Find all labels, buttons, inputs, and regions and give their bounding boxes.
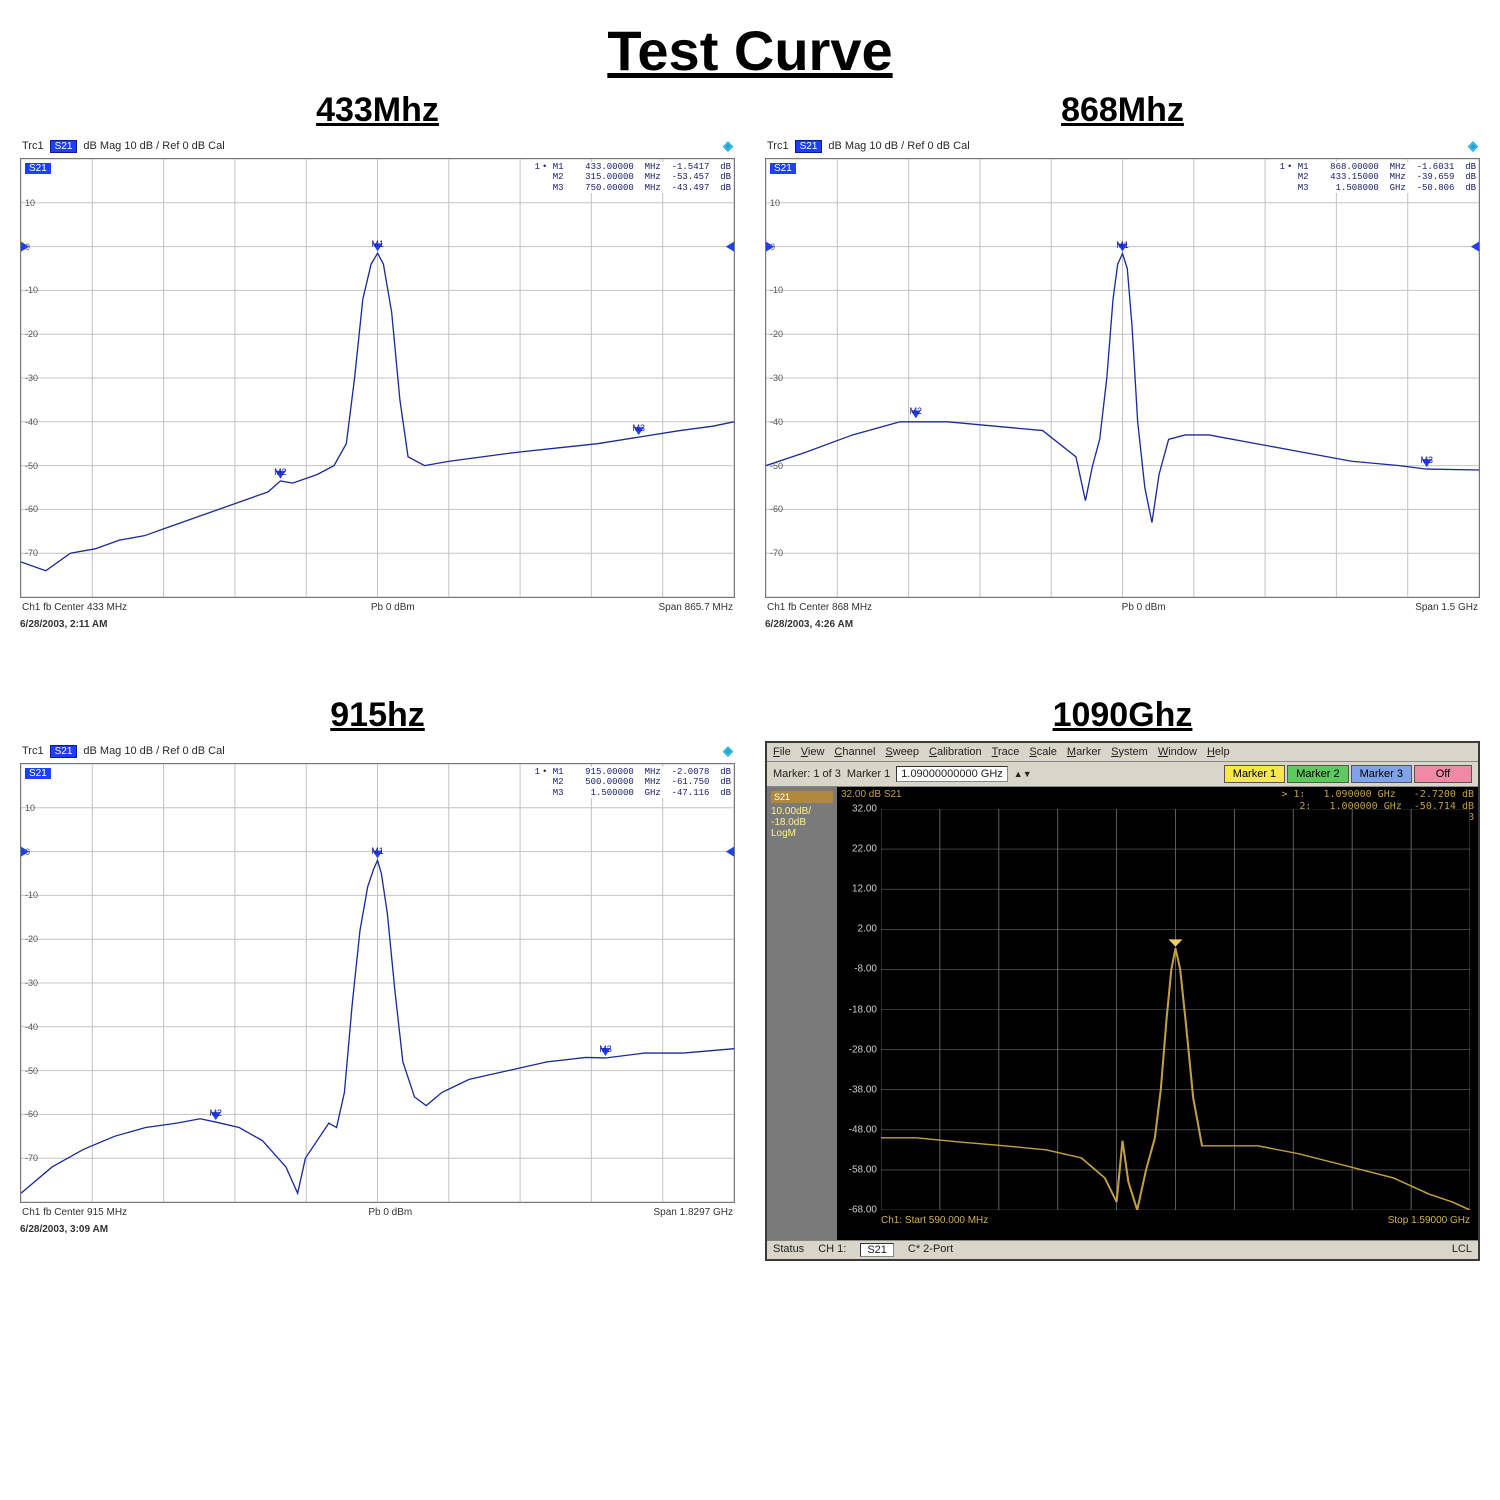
timestamp: 6/28/2003, 2:11 AM bbox=[20, 613, 735, 630]
footer-mid: Pb 0 dBm bbox=[127, 1207, 653, 1218]
vna-ytick: 32.00 bbox=[852, 804, 877, 815]
marker-readout: • M1 915.00000 MHz -2.0078 dB M2 500.000… bbox=[542, 767, 731, 798]
trace-header: Trc1S21 dB Mag 10 dB / Ref 0 dB Cal ◈ bbox=[765, 136, 1480, 158]
footer-right: Span 1.5 GHz bbox=[1415, 602, 1478, 613]
panel-title: 868Mhz bbox=[765, 91, 1480, 130]
vna-btn-marker-1[interactable]: Marker 1 bbox=[1224, 765, 1285, 783]
footer-right: Span 1.8297 GHz bbox=[654, 1207, 734, 1218]
s21-chip: S21 bbox=[50, 140, 78, 153]
vna-menu-system[interactable]: System bbox=[1111, 746, 1148, 758]
vna-btn-marker-3[interactable]: Marker 3 bbox=[1351, 765, 1412, 783]
vna-marker-value[interactable]: 1.09000000000 GHz bbox=[896, 766, 1008, 782]
vna-statusbar: Status CH 1: S21 C* 2-Port LCL bbox=[767, 1240, 1478, 1259]
vna-ytick: -8.00 bbox=[854, 964, 877, 975]
vna-menu-window[interactable]: Window bbox=[1158, 746, 1197, 758]
s21-chip: S21 bbox=[50, 745, 78, 758]
plot-area: S21 • M1 915.00000 MHz -2.0078 dB M2 500… bbox=[20, 763, 735, 1203]
vna-marker-label: Marker 1 bbox=[847, 768, 890, 780]
plot-footer: Ch1 fb Center 868 MHz Pb 0 dBm Span 1.5 … bbox=[765, 598, 1480, 613]
vna-btn-marker-2[interactable]: Marker 2 bbox=[1287, 765, 1348, 783]
footer-mid: Pb 0 dBm bbox=[872, 602, 1415, 613]
footer-left: Ch1 fb Center 915 MHz bbox=[22, 1207, 127, 1218]
s21-corner: S21 bbox=[770, 163, 796, 174]
vna-menu-channel[interactable]: Channel bbox=[834, 746, 875, 758]
panel-915: 915hz Trc1S21 dB Mag 10 dB / Ref 0 dB Ca… bbox=[20, 696, 735, 1261]
trace-header: Trc1S21 dB Mag 10 dB / Ref 0 dB Cal ◈ bbox=[20, 136, 735, 158]
marker-readout: • M1 868.00000 MHz -1.6031 dB M2 433.150… bbox=[1287, 162, 1476, 193]
vna-side-l2: -18.0dB bbox=[771, 817, 833, 828]
vna-status-lcl: LCL bbox=[1452, 1243, 1472, 1257]
vna-sidebar: S21 10.00dB/ -18.0dB LogM bbox=[767, 787, 837, 1240]
vna-plot-area: 32.00 dB S21 > 1: 1.090000 GHz -2.7200 d… bbox=[837, 787, 1478, 1240]
vna-status-s21: S21 bbox=[860, 1243, 894, 1257]
rs-logo-icon: ◈ bbox=[723, 743, 733, 759]
footer-right: Span 865.7 MHz bbox=[659, 602, 734, 613]
plot-area: S21 • M1 868.00000 MHz -1.6031 dB M2 433… bbox=[765, 158, 1480, 598]
footer-left: Ch1 fb Center 433 MHz bbox=[22, 602, 127, 613]
plot-area: S21 • M1 433.00000 MHz -1.5417 dB M2 315… bbox=[20, 158, 735, 598]
panel-title: 915hz bbox=[20, 696, 735, 735]
panel-title-1090: 1090Ghz bbox=[765, 696, 1480, 735]
panel-1090: 1090Ghz File View Channel Sweep Calibration T… bbox=[765, 696, 1480, 1261]
vna-marker-status: Marker: 1 of 3 bbox=[773, 768, 841, 780]
panel-868: 868Mhz Trc1S21 dB Mag 10 dB / Ref 0 dB C… bbox=[765, 91, 1480, 656]
panel-title: 433Mhz bbox=[20, 91, 735, 130]
vna-menubar[interactable]: File View Channel Sweep Calibration Trace Scal… bbox=[767, 743, 1478, 762]
s21-chip: S21 bbox=[795, 140, 823, 153]
rs-logo-icon: ◈ bbox=[1468, 138, 1478, 154]
vna-menu-trace[interactable]: Trace bbox=[992, 746, 1020, 758]
vna-x-left: Ch1: Start 590.000 MHz bbox=[881, 1215, 988, 1226]
footer-left: Ch1 fb Center 868 MHz bbox=[767, 602, 872, 613]
panel-433: 433Mhz Trc1S21 dB Mag 10 dB / Ref 0 dB C… bbox=[20, 91, 735, 656]
vna-ytick: -58.00 bbox=[849, 1164, 877, 1175]
plot-footer: Ch1 fb Center 915 MHz Pb 0 dBm Span 1.82… bbox=[20, 1203, 735, 1218]
vna-menu-calibration[interactable]: Calibration bbox=[929, 746, 982, 758]
vna-menu-scale[interactable]: Scale bbox=[1029, 746, 1057, 758]
vna-ytick: 22.00 bbox=[852, 844, 877, 855]
trace-header: Trc1S21 dB Mag 10 dB / Ref 0 dB Cal ◈ bbox=[20, 741, 735, 763]
stepper-icon[interactable]: ▲▼ bbox=[1014, 769, 1032, 779]
vna-ytick: 12.00 bbox=[852, 884, 877, 895]
vna-ytick: 2.00 bbox=[858, 924, 877, 935]
vna-menu-sweep[interactable]: Sweep bbox=[885, 746, 919, 758]
vna-status-port: C* 2-Port bbox=[908, 1243, 953, 1257]
vna-ytick: -28.00 bbox=[849, 1044, 877, 1055]
vna-side-l1: 10.00dB/ bbox=[771, 806, 833, 817]
vna-toolbar[interactable]: Marker: 1 of 3 Marker 1 1.09000000000 GH… bbox=[767, 762, 1478, 787]
vna-ytick: -38.00 bbox=[849, 1084, 877, 1095]
panel-grid: 433Mhz Trc1S21 dB Mag 10 dB / Ref 0 dB C… bbox=[0, 91, 1500, 1281]
vna-window: File View Channel Sweep Calibration Trace Scal… bbox=[765, 741, 1480, 1261]
page-title: Test Curve bbox=[0, 0, 1500, 91]
timestamp: 6/28/2003, 4:26 AM bbox=[765, 613, 1480, 630]
vna-side-l3: LogM bbox=[771, 828, 833, 839]
timestamp: 6/28/2003, 3:09 AM bbox=[20, 1218, 735, 1235]
footer-mid: Pb 0 dBm bbox=[127, 602, 658, 613]
vna-menu-marker[interactable]: Marker bbox=[1067, 746, 1101, 758]
vna-btn-off[interactable]: Off bbox=[1414, 765, 1472, 783]
vna-status-label: Status bbox=[773, 1243, 804, 1257]
vna-body: S21 10.00dB/ -18.0dB LogM 32.00 dB S21 >… bbox=[767, 787, 1478, 1240]
vna-menu-file[interactable]: File bbox=[773, 746, 791, 758]
vna-ytick: -48.00 bbox=[849, 1124, 877, 1135]
plot-footer: Ch1 fb Center 433 MHz Pb 0 dBm Span 865.… bbox=[20, 598, 735, 613]
vna-menu-help[interactable]: Help bbox=[1207, 746, 1230, 758]
vna-menu-view[interactable]: View bbox=[801, 746, 825, 758]
rs-logo-icon: ◈ bbox=[723, 138, 733, 154]
vna-ytick: -18.00 bbox=[849, 1004, 877, 1015]
vna-status-ch: CH 1: bbox=[818, 1243, 846, 1257]
marker-readout: • M1 433.00000 MHz -1.5417 dB M2 315.000… bbox=[542, 162, 731, 193]
vna-x-right: Stop 1.59000 GHz bbox=[1388, 1215, 1470, 1226]
s21-corner: S21 bbox=[25, 163, 51, 174]
vna-side-s21: S21 bbox=[771, 791, 833, 803]
s21-corner: S21 bbox=[25, 768, 51, 779]
